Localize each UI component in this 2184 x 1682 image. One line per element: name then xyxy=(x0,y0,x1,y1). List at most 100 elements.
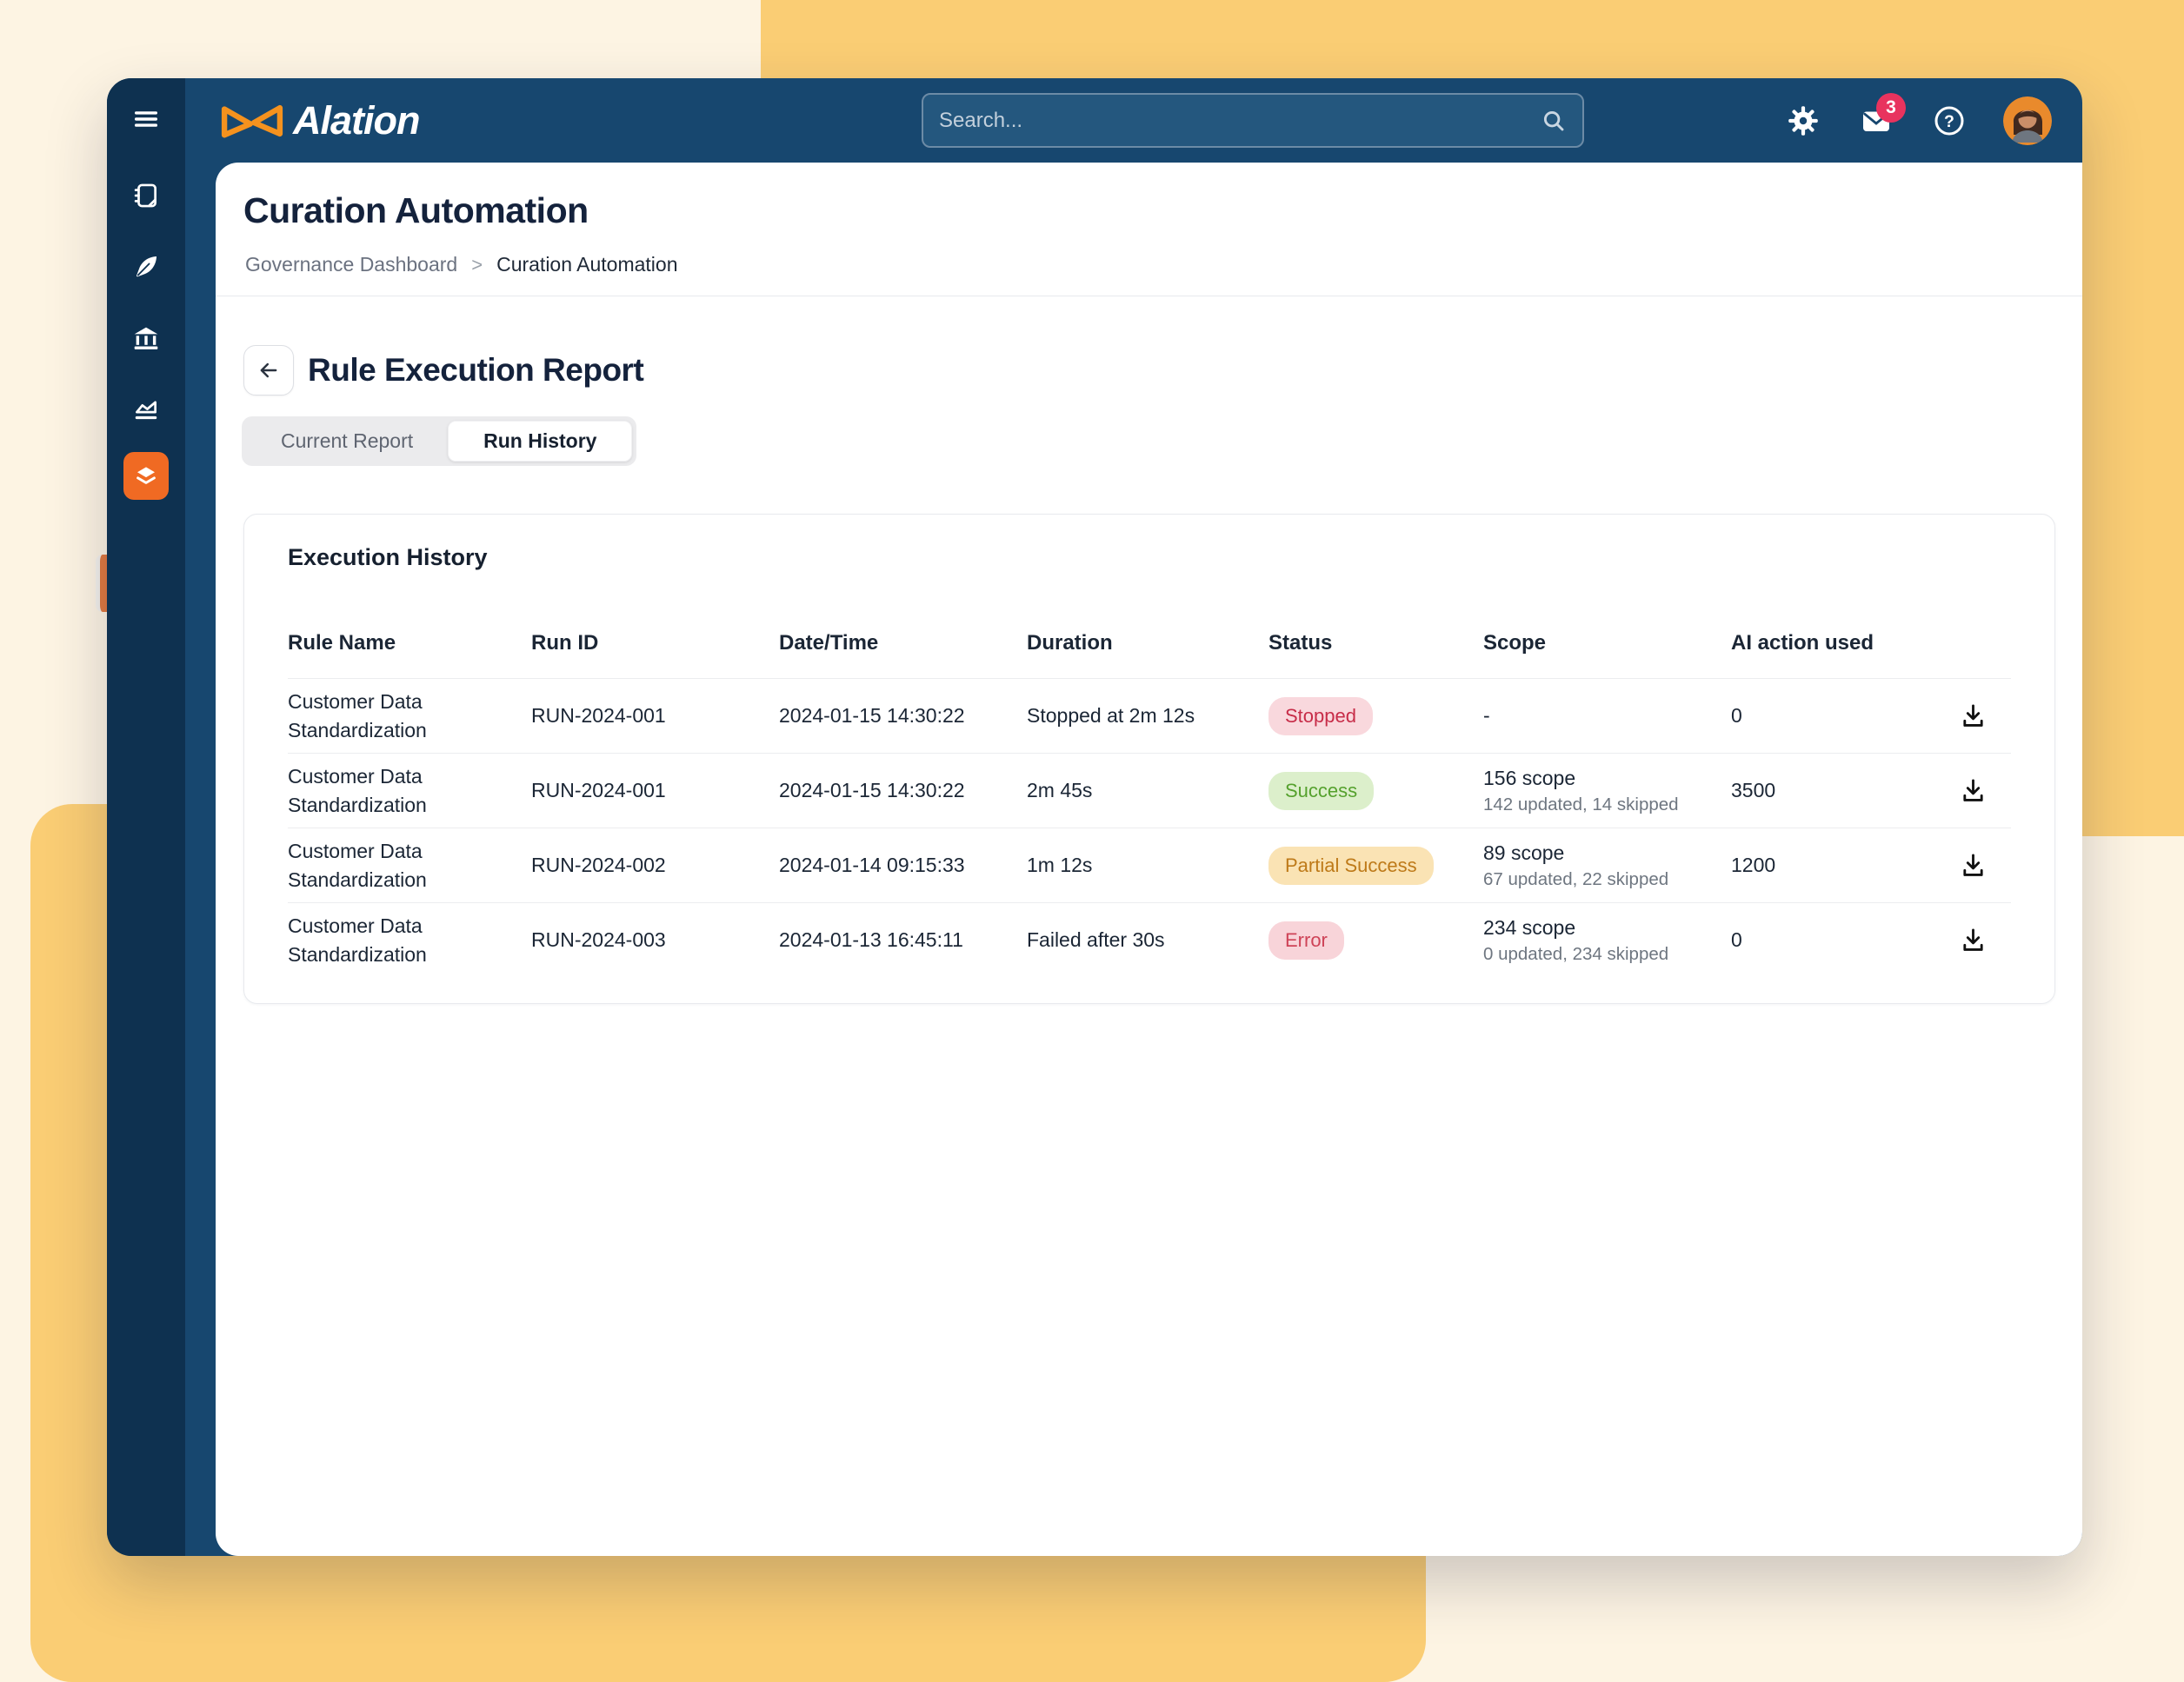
cell-datetime: 2024-01-13 16:45:11 xyxy=(779,928,1027,952)
cell-duration: Stopped at 2m 12s xyxy=(1027,704,1268,728)
cell-scope: 89 scope 67 updated, 22 skipped xyxy=(1483,841,1731,890)
scope-value: 89 scope xyxy=(1483,841,1710,865)
alation-logo-text: Alation xyxy=(293,98,420,143)
avatar-image xyxy=(2003,96,2052,145)
layers-icon xyxy=(133,463,159,489)
notification-count-badge: 3 xyxy=(1876,93,1906,123)
cell-status: Stopped xyxy=(1268,697,1483,735)
notebook-icon xyxy=(131,181,161,210)
search-icon[interactable] xyxy=(1541,108,1567,134)
breadcrumb-governance-dashboard[interactable]: Governance Dashboard xyxy=(245,253,457,276)
breadcrumb: Governance Dashboard > Curation Automati… xyxy=(245,253,677,276)
cell-run-id: RUN-2024-001 xyxy=(531,779,779,802)
notifications-button[interactable]: 3 xyxy=(1857,102,1895,140)
search-input[interactable] xyxy=(939,109,1541,133)
cell-datetime: 2024-01-15 14:30:22 xyxy=(779,779,1027,802)
sidebar-item-catalog[interactable] xyxy=(126,176,166,216)
cell-run-id: RUN-2024-001 xyxy=(531,704,779,728)
column-header-status: Status xyxy=(1268,631,1483,655)
status-badge: Stopped xyxy=(1268,697,1373,735)
column-header-ai-action-used: AI action used xyxy=(1731,631,1931,655)
cell-ai-actions: 0 xyxy=(1731,928,1931,952)
menu-icon xyxy=(131,104,161,134)
cell-status: Partial Success xyxy=(1268,847,1483,885)
download-icon xyxy=(1960,777,1987,804)
status-badge: Partial Success xyxy=(1268,847,1434,885)
column-header-scope: Scope xyxy=(1483,631,1731,655)
scope-detail: 142 updated, 14 skipped xyxy=(1483,794,1710,815)
download-report-button[interactable] xyxy=(1954,772,1992,810)
sidebar-item-automation-active[interactable] xyxy=(123,452,169,500)
cell-run-id: RUN-2024-002 xyxy=(531,854,779,877)
cell-rule-name: Customer Data Standardization xyxy=(288,912,531,968)
user-avatar[interactable] xyxy=(2003,96,2052,145)
report-tabs: Current Report Run History xyxy=(242,416,636,466)
cell-ai-actions: 1200 xyxy=(1731,854,1931,877)
menu-toggle-button[interactable] xyxy=(126,99,166,139)
alation-logo[interactable]: Alation xyxy=(218,78,420,163)
chart-icon xyxy=(131,396,161,425)
column-header-datetime: Date/Time xyxy=(779,631,1027,655)
content-panel: Curation Automation Governance Dashboard… xyxy=(216,163,2082,1556)
download-report-button[interactable] xyxy=(1954,697,1992,735)
execution-history-title: Execution History xyxy=(288,544,488,571)
download-icon xyxy=(1960,852,1987,879)
tab-run-history[interactable]: Run History xyxy=(448,421,632,462)
cell-ai-actions: 3500 xyxy=(1731,779,1931,802)
table-body: Customer Data Standardization RUN-2024-0… xyxy=(288,678,2011,977)
sidebar-item-analytics[interactable] xyxy=(126,390,166,430)
cell-run-id: RUN-2024-003 xyxy=(531,928,779,952)
bank-icon xyxy=(131,324,161,354)
table-row: Customer Data Standardization RUN-2024-0… xyxy=(288,753,2011,828)
scope-detail: 0 updated, 234 skipped xyxy=(1483,944,1710,965)
cell-duration: 2m 45s xyxy=(1027,779,1268,802)
table-row: Customer Data Standardization RUN-2024-0… xyxy=(288,678,2011,753)
column-header-run-id: Run ID xyxy=(531,631,779,655)
table-row: Customer Data Standardization RUN-2024-0… xyxy=(288,828,2011,902)
breadcrumb-separator: > xyxy=(471,254,483,276)
top-navbar: Alation xyxy=(107,78,2082,163)
help-icon: ? xyxy=(1934,105,1965,136)
cell-rule-name: Customer Data Standardization xyxy=(288,837,531,894)
scope-detail: 67 updated, 22 skipped xyxy=(1483,869,1710,890)
execution-history-table: Rule Name Run ID Date/Time Duration Stat… xyxy=(288,608,2011,977)
cell-scope: 234 scope 0 updated, 234 skipped xyxy=(1483,916,1731,965)
back-button[interactable] xyxy=(243,345,294,396)
column-header-duration: Duration xyxy=(1027,631,1268,655)
cell-scope: - xyxy=(1483,704,1731,728)
cell-scope: 156 scope 142 updated, 14 skipped xyxy=(1483,767,1731,815)
quill-icon xyxy=(131,252,161,282)
cell-status: Error xyxy=(1268,921,1483,960)
cell-datetime: 2024-01-15 14:30:22 xyxy=(779,704,1027,728)
cell-duration: Failed after 30s xyxy=(1027,928,1268,952)
execution-history-card: Execution History Rule Name Run ID Date/… xyxy=(243,514,2055,1004)
cell-datetime: 2024-01-14 09:15:33 xyxy=(779,854,1027,877)
scope-value: - xyxy=(1483,704,1710,728)
sidebar-item-compose[interactable] xyxy=(126,247,166,287)
download-report-button[interactable] xyxy=(1954,847,1992,885)
column-header-rule-name: Rule Name xyxy=(288,631,531,655)
cell-ai-actions: 0 xyxy=(1731,704,1931,728)
table-row: Customer Data Standardization RUN-2024-0… xyxy=(288,902,2011,977)
arrow-left-icon xyxy=(256,358,281,382)
cell-rule-name: Customer Data Standardization xyxy=(288,762,531,819)
download-icon xyxy=(1960,927,1987,954)
cell-status: Success xyxy=(1268,772,1483,810)
download-icon xyxy=(1960,702,1987,729)
settings-button[interactable] xyxy=(1784,102,1822,140)
cell-duration: 1m 12s xyxy=(1027,854,1268,877)
app-window: Alation xyxy=(107,78,2082,1556)
alation-logo-mark xyxy=(218,98,286,143)
help-button[interactable]: ? xyxy=(1930,102,1968,140)
download-report-button[interactable] xyxy=(1954,921,1992,960)
search-bar[interactable] xyxy=(922,93,1584,148)
table-header-row: Rule Name Run ID Date/Time Duration Stat… xyxy=(288,608,2011,678)
gear-icon xyxy=(1788,105,1819,136)
sidebar-item-governance[interactable] xyxy=(126,319,166,359)
page-title: Curation Automation xyxy=(243,190,589,231)
svg-text:?: ? xyxy=(1944,111,1954,130)
scope-value: 234 scope xyxy=(1483,916,1710,940)
cell-rule-name: Customer Data Standardization xyxy=(288,688,531,744)
tab-current-report[interactable]: Current Report xyxy=(246,421,448,462)
status-badge: Error xyxy=(1268,921,1344,960)
